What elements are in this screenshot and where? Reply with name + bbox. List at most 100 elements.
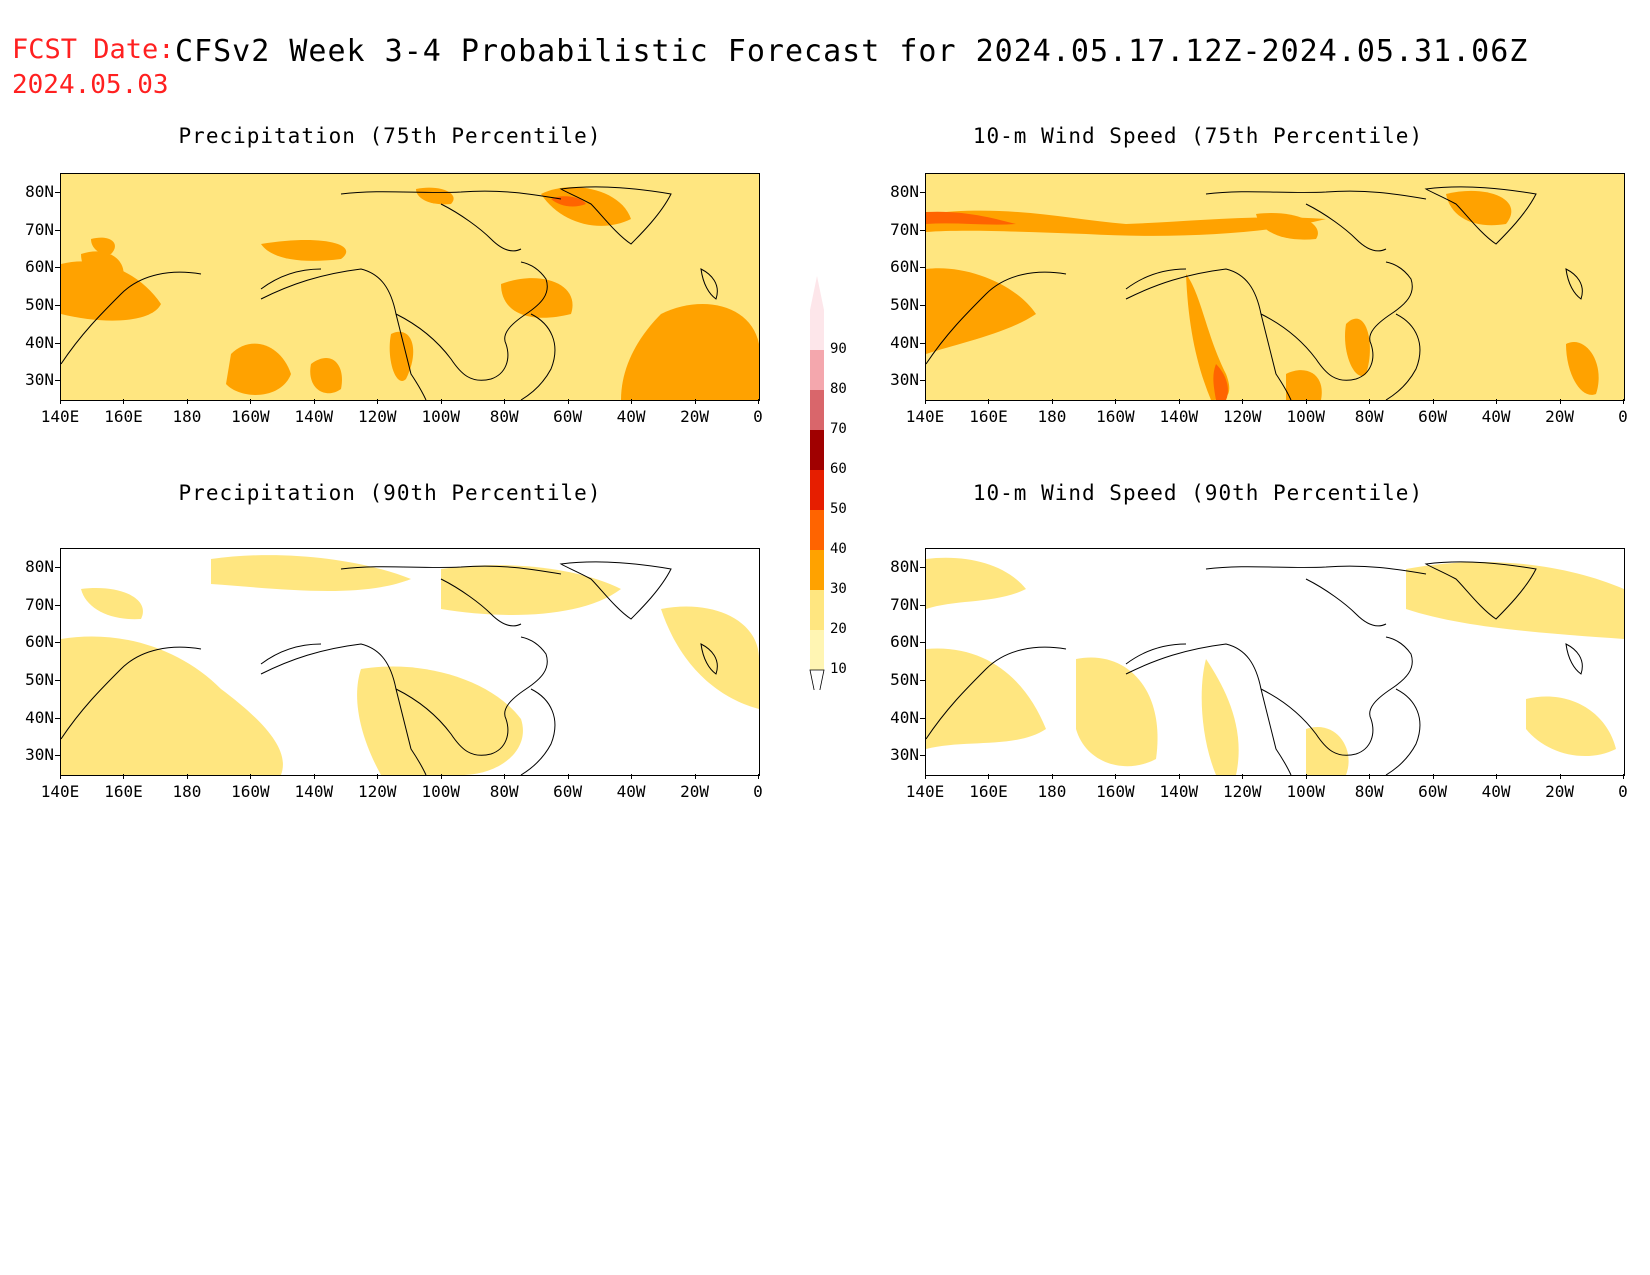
lon-tick — [1178, 399, 1180, 404]
lon-tick — [1242, 399, 1244, 404]
lon-tick-label: 160E — [104, 407, 143, 426]
lat-tick — [920, 191, 925, 193]
lat-tick — [55, 755, 60, 757]
lon-tick — [1051, 399, 1053, 404]
colorbar-swatch — [810, 590, 824, 630]
map-field-precip90 — [61, 549, 759, 775]
lat-tick — [55, 267, 60, 269]
coastline — [61, 186, 718, 400]
lat-tick — [55, 566, 60, 568]
colorbar-svg — [809, 276, 825, 690]
lon-tick — [186, 774, 188, 779]
shaded-region — [81, 588, 143, 620]
lat-tick-label: 50N — [890, 294, 919, 314]
lat-tick-label: 60N — [25, 257, 54, 277]
lon-tick — [1369, 774, 1371, 779]
lon-tick-label: 80W — [1354, 782, 1384, 801]
lat-tick — [55, 679, 60, 681]
lat-tick-label: 50N — [890, 669, 919, 689]
lat-tick-label: 30N — [25, 370, 54, 390]
lon-tick — [1242, 774, 1244, 779]
shaded-region — [926, 210, 1326, 236]
lon-tick — [988, 399, 990, 404]
lat-tick — [920, 679, 925, 681]
lon-tick-label: 140W — [1159, 407, 1199, 426]
shaded-region — [926, 211, 1016, 225]
lon-tick-label: 160W — [1096, 407, 1135, 426]
lat-tick-label: 60N — [890, 632, 919, 652]
lon-tick-label: 140W — [294, 782, 334, 801]
lon-tick-label: 180 — [1037, 407, 1067, 426]
lon-tick-label: 160W — [231, 782, 270, 801]
lon-tick-label: 40W — [1481, 407, 1511, 426]
lat-tick-label: 40N — [25, 707, 54, 727]
shaded-region — [1406, 561, 1624, 639]
lat-tick-label: 40N — [890, 707, 919, 727]
lat-tick — [55, 191, 60, 193]
lon-tick-label: 160E — [104, 782, 143, 801]
panel-title-precip90: Precipitation (90th Percentile) — [178, 481, 602, 505]
colorbar-label: 80 — [830, 381, 847, 397]
lon-tick — [60, 399, 61, 404]
shaded-region — [91, 237, 115, 255]
lon-tick-label: 100W — [421, 782, 460, 801]
lat-tick-label: 30N — [890, 370, 919, 390]
lon-tick-label: 20W — [1545, 782, 1574, 801]
page-title: CFSv2 Week 3-4 Probabilistic Forecast fo… — [175, 34, 1529, 69]
lat-tick-label: 30N — [890, 745, 919, 765]
lat-tick — [920, 342, 925, 344]
lon-tick — [60, 774, 61, 779]
lat-tick — [920, 604, 925, 606]
lon-tick — [1559, 399, 1561, 404]
lat-tick — [55, 717, 60, 719]
lat-tick-label: 70N — [25, 219, 54, 239]
lat-tick-label: 80N — [25, 181, 54, 201]
lon-tick — [925, 774, 926, 779]
lon-tick — [377, 399, 379, 404]
lon-tick — [988, 774, 990, 779]
lat-tick — [920, 642, 925, 644]
lat-tick — [55, 342, 60, 344]
lat-tick-label: 50N — [25, 669, 54, 689]
map-precip90 — [60, 548, 760, 776]
shaded-region — [310, 358, 342, 394]
colorbar-swatch — [810, 310, 824, 350]
lon-tick-label: 20W — [680, 407, 709, 426]
shaded-region — [1526, 696, 1616, 757]
lon-tick — [313, 399, 315, 404]
lat-tick — [920, 380, 925, 382]
lat-tick-label: 50N — [25, 294, 54, 314]
lon-tick-label: 140E — [40, 782, 80, 801]
shaded-region — [1286, 370, 1322, 400]
lon-tick — [758, 399, 759, 404]
fcst-date-value: 2024.05.03 — [12, 70, 169, 100]
lat-tick — [920, 755, 925, 757]
lon-tick-label: 80W — [489, 782, 519, 801]
shaded-region — [1566, 342, 1599, 395]
lat-tick — [55, 380, 60, 382]
lon-tick-label: 0 — [753, 782, 763, 801]
lon-tick-label: 100W — [421, 407, 460, 426]
lon-tick — [123, 774, 125, 779]
lon-tick — [1432, 774, 1434, 779]
fcst-date-label: FCST Date: — [12, 34, 175, 65]
shaded-region — [926, 268, 1036, 354]
colorbar-label: 50 — [830, 501, 847, 517]
lon-tick — [1496, 774, 1498, 779]
colorbar-swatch — [810, 470, 824, 510]
lon-tick-label: 60W — [1418, 782, 1448, 801]
colorbar-swatch — [810, 510, 824, 550]
lat-tick-label: 30N — [25, 745, 54, 765]
lon-tick — [1305, 399, 1307, 404]
lat-tick — [920, 267, 925, 269]
lon-tick — [250, 774, 252, 779]
lon-tick-label: 120W — [358, 782, 397, 801]
colorbar-swatch — [810, 430, 824, 470]
lon-tick-label: 60W — [1418, 407, 1448, 426]
lat-tick-label: 80N — [890, 556, 919, 576]
lon-tick-label: 160E — [969, 407, 1008, 426]
lon-tick — [925, 399, 926, 404]
lat-tick — [920, 566, 925, 568]
lon-tick-label: 160W — [1096, 782, 1135, 801]
map-field-wind90 — [926, 549, 1624, 775]
